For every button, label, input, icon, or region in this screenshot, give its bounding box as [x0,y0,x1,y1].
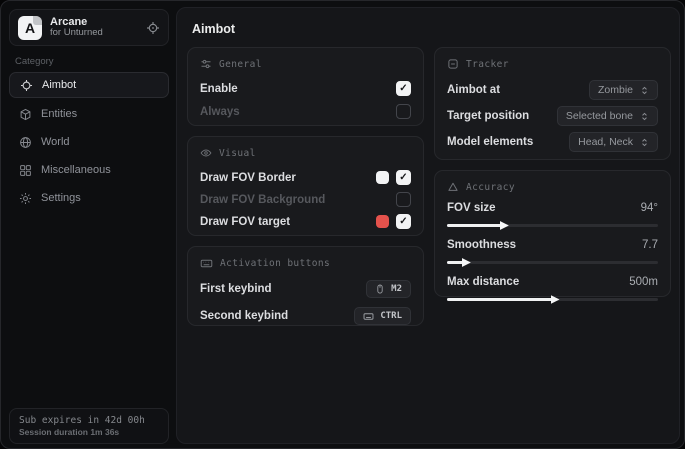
eye-icon [200,147,212,159]
sub-expiry-text: Sub expires in 42d 00h [19,415,145,426]
aimbot-at-dropdown[interactable]: Zombie [588,80,658,100]
sidebar-item-settings[interactable]: Settings [9,185,169,211]
sidebar-item-world[interactable]: World [9,129,169,155]
main-content: Aimbot General Enable ✓ Always [176,7,680,444]
fov-target-color-swatch[interactable] [376,215,389,228]
slider-thumb[interactable] [499,221,509,230]
entities-icon [19,108,32,121]
sidebar-item-aimbot[interactable]: Aimbot [9,72,169,98]
sidebar-item-label: World [41,136,70,148]
setting-row: Draw FOV target ✓ [200,214,411,229]
brand-card: A Arcane for Unturned [9,9,169,46]
smoothness-slider[interactable] [447,258,658,267]
sidebar-item-miscellaneous[interactable]: Miscellaneous [9,157,169,183]
fov-border-checkbox[interactable]: ✓ [396,170,411,185]
brand-subtitle: for Unturned [50,27,103,39]
target-icon[interactable] [146,21,160,35]
fov-border-color-swatch[interactable] [376,171,389,184]
panel-general: General Enable ✓ Always [187,47,424,126]
mouse-icon [375,284,385,294]
page-title: Aimbot [192,22,236,36]
keyboard-icon [200,257,213,270]
brand-title: Arcane [50,15,88,28]
sidebar-item-label: Settings [41,192,81,204]
enable-checkbox[interactable]: ✓ [396,81,411,96]
scan-icon [447,58,459,70]
chevron-up-down-icon [640,138,649,147]
crosshair-icon [20,79,33,92]
sidebar-item-entities[interactable]: Entities [9,101,169,127]
setting-row: Always [200,104,411,119]
panel-header-label: General [219,58,262,70]
triangle-icon [447,181,459,193]
subscription-status: Sub expires in 42d 00h Session duration … [9,408,169,444]
setting-row: Draw FOV Background [200,192,411,207]
fov-target-checkbox[interactable]: ✓ [396,214,411,229]
keyboard-icon [363,311,374,322]
panel-tracker: Tracker Aimbot at Zombie Target position… [434,47,671,160]
slider-thumb[interactable] [461,258,471,267]
fov-size-value: 94° [640,202,658,214]
session-duration-text: Session duration 1m 36s [19,427,120,437]
fov-background-checkbox[interactable] [396,192,411,207]
setting-row: Target position Selected bone [447,106,658,126]
gear-icon [19,192,32,205]
sidebar-item-label: Miscellaneous [41,164,111,176]
setting-row: FOV size 94° [447,202,658,230]
category-label: Category [15,56,54,67]
setting-row: Second keybind CTRL [200,307,411,325]
setting-row: Smoothness 7.7 [447,239,658,267]
chevron-up-down-icon [640,86,649,95]
sidebar-item-label: Entities [41,108,78,120]
setting-row: First keybind M2 [200,280,411,298]
setting-row: Aimbot at Zombie [447,80,658,100]
panel-header-label: Activation buttons [220,258,331,269]
panel-visual: Visual Draw FOV Border ✓ Draw FOV Backgr… [187,136,424,236]
sidebar-item-label: Aimbot [42,79,77,91]
second-keybind-button[interactable]: CTRL [354,307,411,325]
panel-accuracy: Accuracy FOV size 94° Smoothness 7.7 [434,170,671,304]
grid-icon [19,164,32,177]
panel-header-label: Accuracy [466,181,515,193]
fov-size-slider[interactable] [447,221,658,230]
max-distance-slider[interactable] [447,295,658,304]
setting-row: Max distance 500m [447,276,658,304]
app-logo: A [18,15,42,40]
panel-header-label: Tracker [466,58,509,70]
globe-icon [19,136,32,149]
always-checkbox[interactable] [396,104,411,119]
first-keybind-button[interactable]: M2 [366,280,411,298]
sliders-icon [200,58,212,70]
chevron-up-down-icon [640,112,649,121]
sidebar: A Arcane for Unturned Category Aimbot [1,1,176,448]
slider-thumb[interactable] [550,295,560,304]
setting-row: Model elements Head, Neck [447,132,658,152]
max-distance-value: 500m [629,276,658,288]
smoothness-value: 7.7 [642,239,658,251]
panel-activation-buttons: Activation buttons First keybind M2 Seco… [187,246,424,326]
setting-row: Draw FOV Border ✓ [200,170,411,185]
model-elements-dropdown[interactable]: Head, Neck [569,132,658,152]
setting-row: Enable ✓ [200,81,411,96]
panel-header-label: Visual [219,147,256,159]
target-position-dropdown[interactable]: Selected bone [556,106,658,126]
